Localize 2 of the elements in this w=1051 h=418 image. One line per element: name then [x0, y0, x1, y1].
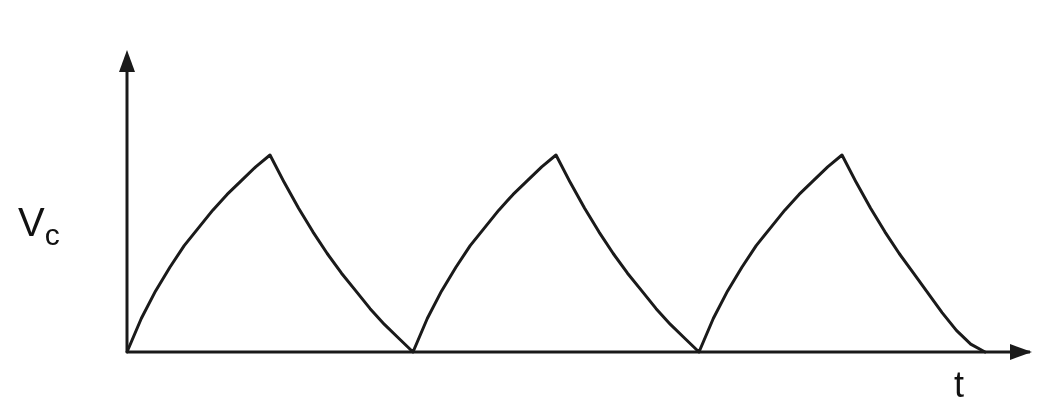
x-axis-title: t — [954, 364, 965, 405]
y-axis-title: V$_{c}$ — [18, 200, 60, 251]
